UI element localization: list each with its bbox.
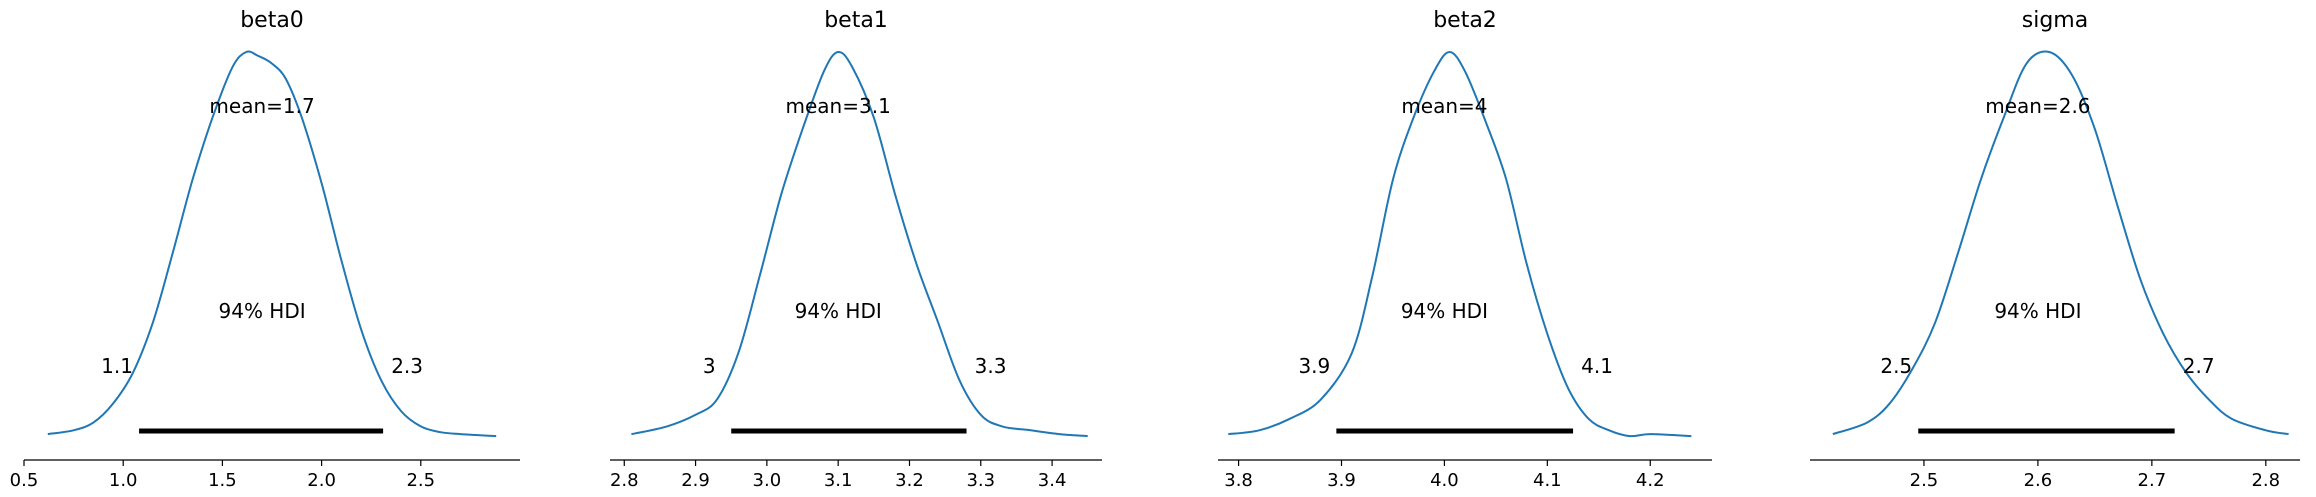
x-tick-label: 2.0 (307, 470, 336, 491)
hdi-label: 94% HDI (795, 299, 882, 323)
hdi-label: 94% HDI (1401, 299, 1488, 323)
x-tick-label: 3.3 (966, 470, 995, 491)
density-line (1228, 50, 1692, 438)
chart-panel-beta0: beta0 mean=1.7 94% HDI 1.1 2.3 0.5 1.0 1.5 2.0 2.… (10, 8, 520, 491)
x-tick-label: 2.6 (2024, 470, 2053, 491)
x-tick-label: 2.7 (2138, 470, 2167, 491)
x-tick-label: 3.4 (1038, 470, 1067, 491)
hdi-upper-label: 4.1 (1581, 354, 1613, 378)
x-tick-label: 2.8 (2251, 470, 2280, 491)
x-tick-label: 1.0 (109, 470, 138, 491)
x-tick-label: 1.5 (208, 470, 237, 491)
mean-label: mean=4 (1401, 94, 1487, 118)
mean-label: mean=1.7 (209, 94, 314, 118)
chart-title: beta1 (824, 8, 888, 33)
hdi-lower-label: 3 (703, 354, 716, 378)
hdi-upper-label: 2.3 (391, 354, 423, 378)
chart-panel-beta2: beta2 mean=4 94% HDI 3.9 4.1 3.8 3.9 4.0 4.1 4.2 (1218, 8, 1712, 491)
mean-label: mean=2.6 (1985, 94, 2090, 118)
x-tick-label: 3.0 (753, 470, 782, 491)
hdi-lower-label: 2.5 (1880, 354, 1912, 378)
x-tick-label: 4.1 (1533, 470, 1562, 491)
chart-title: beta2 (1433, 8, 1497, 33)
x-tick-label: 0.5 (10, 470, 39, 491)
x-tick-label: 3.9 (1327, 470, 1356, 491)
x-tick-label: 2.5 (1910, 470, 1939, 491)
hdi-upper-label: 3.3 (975, 354, 1007, 378)
x-tick-label: 3.2 (895, 470, 924, 491)
x-tick-label: 2.5 (406, 470, 435, 491)
chart-panel-beta1: beta1 mean=3.1 94% HDI 3 3.3 2.8 2.9 3.0 3.1 3.2 3… (610, 8, 1102, 491)
x-tick-label: 2.8 (610, 470, 639, 491)
chart-panel-sigma: sigma mean=2.6 94% HDI 2.5 2.7 2.5 2.6 2.7 2.8 (1810, 8, 2300, 491)
hdi-upper-label: 2.7 (2183, 354, 2215, 378)
x-tick-label: 3.1 (824, 470, 853, 491)
mean-label: mean=3.1 (786, 94, 891, 118)
density-line (1832, 50, 2289, 436)
density-line (631, 50, 1088, 438)
chart-title: sigma (2022, 8, 2088, 33)
hdi-label: 94% HDI (219, 299, 306, 323)
x-tick-label: 3.8 (1224, 470, 1253, 491)
x-tick-label: 4.2 (1636, 470, 1665, 491)
chart-title: beta0 (240, 8, 304, 33)
hdi-lower-label: 3.9 (1298, 354, 1330, 378)
hdi-label: 94% HDI (1994, 299, 2081, 323)
hdi-lower-label: 1.1 (101, 354, 133, 378)
x-tick-label: 2.9 (681, 470, 710, 491)
density-line (47, 50, 497, 438)
x-tick-label: 4.0 (1430, 470, 1459, 491)
